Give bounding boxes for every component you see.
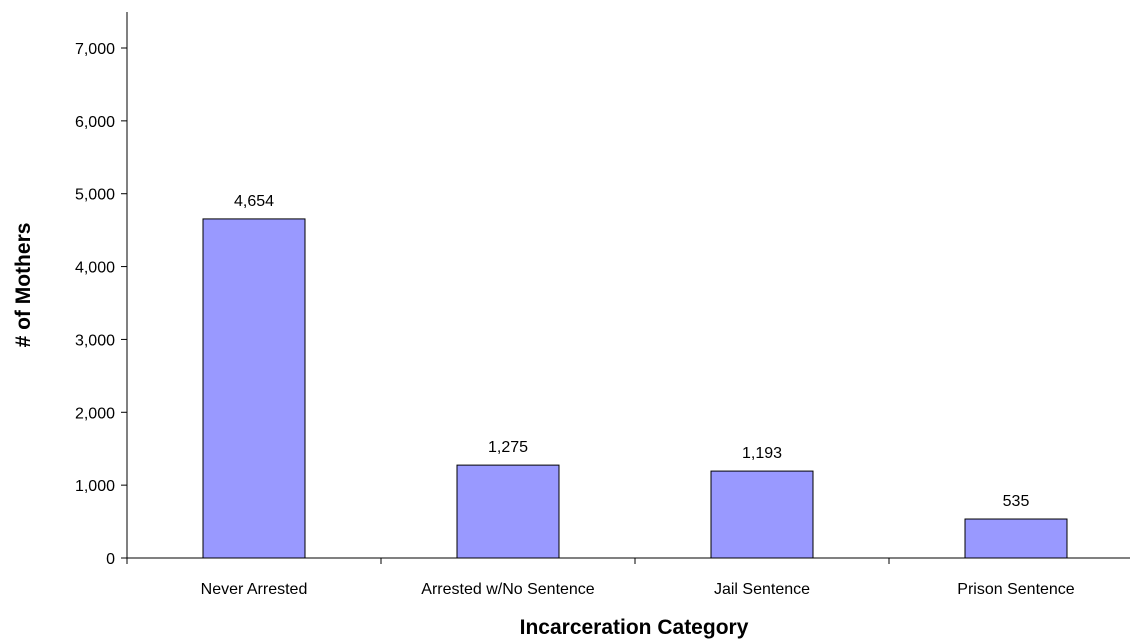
data-label: 535	[1003, 493, 1030, 510]
y-tick-label: 2,000	[75, 405, 115, 422]
x-axis-title: Incarceration Category	[520, 616, 749, 639]
x-tick-label: Never Arrested	[201, 581, 308, 598]
data-label: 1,193	[742, 445, 782, 462]
data-label: 4,654	[234, 193, 274, 210]
y-tick-label: 0	[106, 551, 115, 568]
y-tick-label: 5,000	[75, 187, 115, 204]
bar	[710, 470, 814, 559]
x-tick-label: Prison Sentence	[957, 581, 1075, 598]
y-axis-title: # of Mothers	[12, 223, 35, 348]
data-labels-group: 4,654 1,275 1,193 535	[234, 193, 1029, 510]
bar	[456, 464, 560, 559]
x-tick-label: Jail Sentence	[714, 581, 810, 598]
x-axis: Never Arrested Arrested w/No Sentence Jail…	[126, 557, 1130, 598]
y-tick-label: 7,000	[75, 41, 115, 58]
bars-group	[202, 218, 1068, 559]
y-axis: 0 1,000 2,000 3,000 4,000 5,000 6,000 7,000	[75, 12, 128, 568]
data-label: 1,275	[488, 439, 528, 456]
y-tick-label: 6,000	[75, 114, 115, 131]
y-tick-label: 3,000	[75, 332, 115, 349]
y-tick-label: 4,000	[75, 260, 115, 277]
bar	[964, 518, 1068, 559]
y-tick-label: 1,000	[75, 478, 115, 495]
x-tick-label: Arrested w/No Sentence	[421, 581, 595, 598]
bar	[202, 218, 306, 559]
